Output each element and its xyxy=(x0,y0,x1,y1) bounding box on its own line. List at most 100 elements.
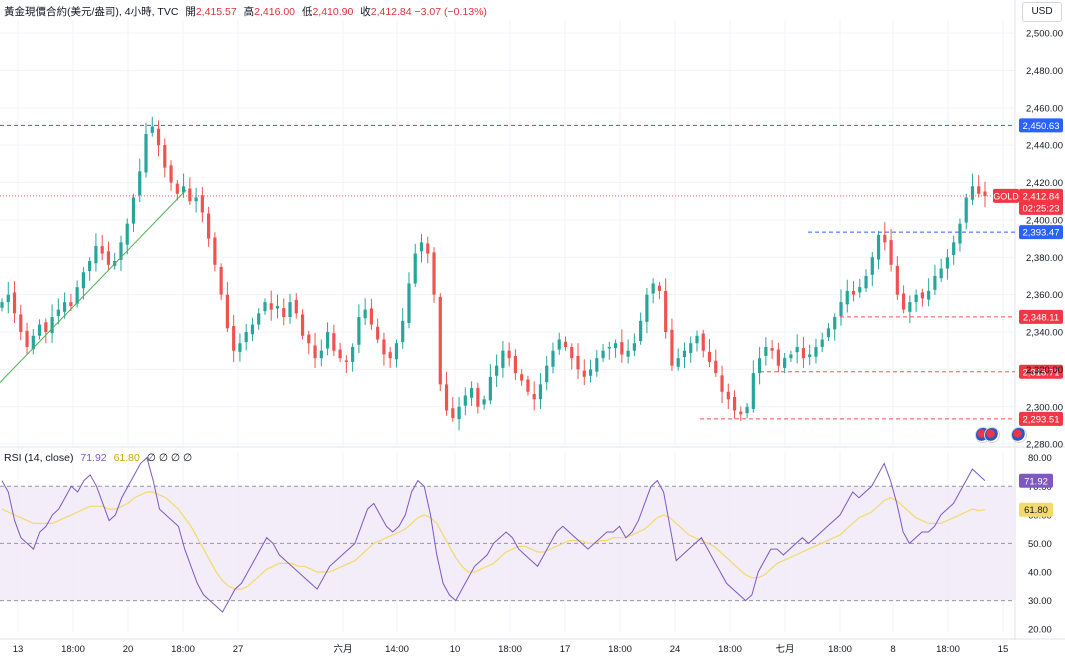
candle-body xyxy=(300,314,305,336)
candle-body xyxy=(144,133,148,173)
time-axis-tick: 15 xyxy=(998,644,1009,655)
rsi-line xyxy=(1,456,986,613)
candle-body xyxy=(232,326,236,351)
price-level-tag xyxy=(1019,309,1063,324)
candle-body xyxy=(582,370,586,377)
time-axis-tick: 8 xyxy=(890,644,895,655)
time-axis-tick: 18:00 xyxy=(718,644,742,655)
time-axis-tick: 24 xyxy=(670,644,681,655)
candle-body xyxy=(764,346,768,356)
candle-body xyxy=(169,165,173,183)
candle-body xyxy=(707,351,712,362)
last-price-label: 2,412.84 xyxy=(1023,191,1060,202)
time-axis-tick: 18:00 xyxy=(498,644,522,655)
candle-body xyxy=(845,290,849,305)
candle-body xyxy=(783,358,787,368)
candle-body xyxy=(432,252,436,295)
candle-body xyxy=(238,343,242,352)
candle-body xyxy=(952,242,956,256)
price-axis-tick: 2,500.00 xyxy=(1026,29,1063,40)
candle-body xyxy=(131,197,136,224)
candle-body xyxy=(138,171,142,196)
candle-body xyxy=(69,302,73,306)
candle-body xyxy=(156,128,161,146)
candle-body xyxy=(676,358,680,367)
rsi-value-tag xyxy=(1019,473,1053,488)
candle-body xyxy=(664,290,668,333)
price-axis-tick: 2,380.00 xyxy=(1026,253,1063,264)
price-level-label: 2,293.51 xyxy=(1023,414,1060,425)
us-flag-icon[interactable] xyxy=(1011,427,1027,443)
candle-body xyxy=(175,183,179,194)
candle-body xyxy=(0,302,4,308)
candle-body xyxy=(607,346,611,349)
candle-body xyxy=(870,257,874,275)
candle-body xyxy=(632,343,636,351)
candle-body xyxy=(357,317,361,345)
rsi-header: RSI (14, close) 71.92 61.80 ∅ ∅ ∅ ∅ xyxy=(4,452,192,464)
price-level-tag xyxy=(1019,364,1063,379)
rsi-axis-tick: 40.00 xyxy=(1028,568,1052,579)
candle-body xyxy=(100,246,104,254)
candle-body xyxy=(958,223,962,244)
us-flag-icon[interactable] xyxy=(984,427,1000,443)
candle-body xyxy=(307,334,311,344)
rsi-ma-tag xyxy=(1019,502,1053,517)
candle-body xyxy=(44,322,48,333)
candle-body xyxy=(732,397,737,411)
price-axis-tick: 2,300.00 xyxy=(1026,402,1063,413)
candle-body xyxy=(426,243,430,254)
candle-body xyxy=(726,391,730,400)
price-axis-tick: 2,400.00 xyxy=(1026,215,1063,226)
price-level-tag xyxy=(1019,118,1063,133)
candle-body xyxy=(319,350,323,359)
candle-body xyxy=(851,290,856,295)
candle-body xyxy=(538,384,543,400)
candle-body xyxy=(263,302,267,312)
time-axis-tick: 14:00 xyxy=(385,644,409,655)
countdown-label: 02:25:23 xyxy=(1023,203,1060,214)
rsi-axis-tick: 20.00 xyxy=(1028,625,1052,636)
candle-body xyxy=(469,388,474,398)
price-level-tag xyxy=(1019,411,1063,426)
candle-body xyxy=(388,352,392,359)
candle-body xyxy=(570,346,574,359)
candle-body xyxy=(701,333,705,351)
time-axis-tick: 七月 xyxy=(775,644,794,655)
currency-button[interactable]: USD xyxy=(1022,2,1062,22)
candle-body xyxy=(563,341,568,347)
time-axis-tick: 六月 xyxy=(333,643,352,655)
candle-body xyxy=(394,343,399,360)
candle-body xyxy=(457,406,461,420)
candle-body xyxy=(401,320,405,343)
candle-body xyxy=(376,326,380,340)
candle-body xyxy=(551,350,555,367)
rsi-title: RSI (14, close) xyxy=(4,452,74,464)
candle-body xyxy=(639,320,643,341)
candle-body xyxy=(257,313,261,325)
candle-body xyxy=(795,346,799,353)
candle-body xyxy=(883,234,887,243)
price-axis-tick: 2,340.00 xyxy=(1026,328,1063,339)
price-axis-tick: 2,420.00 xyxy=(1026,178,1063,189)
candle-body xyxy=(588,369,593,376)
candle-body xyxy=(695,335,699,344)
price-axis-tick: 2,480.00 xyxy=(1026,66,1063,77)
candle-body xyxy=(557,339,561,350)
time-axis-tick: 18:00 xyxy=(828,644,852,655)
candle-body xyxy=(382,339,386,355)
candle-body xyxy=(820,339,824,347)
candle-body xyxy=(207,213,211,239)
candle-body xyxy=(282,308,286,318)
candle-body xyxy=(150,126,154,133)
candle-body xyxy=(213,237,217,265)
symbol-header: 黃金現價合約(美元/盎司), 4小時, TVC 開2,415.57 高2,416… xyxy=(4,4,487,19)
candle-body xyxy=(495,365,499,376)
price-axis-tick: 2,440.00 xyxy=(1026,141,1063,152)
candle-body xyxy=(864,275,868,289)
price-axis-tick: 2,360.00 xyxy=(1026,290,1063,301)
candle-body xyxy=(520,374,524,381)
high-value: 2,416.00 xyxy=(254,6,296,18)
candle-body xyxy=(313,345,317,359)
